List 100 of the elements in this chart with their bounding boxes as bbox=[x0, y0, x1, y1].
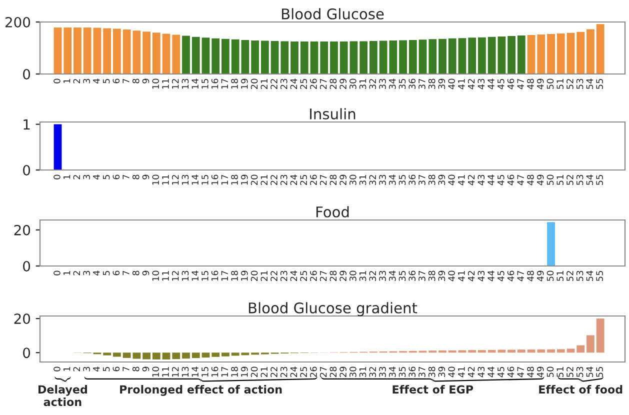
bar bbox=[438, 38, 446, 74]
x-tick-label: 27 bbox=[320, 78, 327, 89]
x-tick-label: 43 bbox=[478, 174, 485, 186]
x-tick-label: 47 bbox=[517, 78, 524, 90]
bar bbox=[586, 29, 594, 74]
x-tick-label: 1 bbox=[64, 367, 70, 371]
x-tick-label: 24 bbox=[290, 78, 298, 89]
x-tick-label: 17 bbox=[221, 174, 228, 185]
bar bbox=[192, 36, 200, 74]
x-tick-label: 35 bbox=[398, 366, 406, 377]
x-tick-label: 31 bbox=[359, 367, 366, 377]
bar bbox=[566, 348, 575, 353]
bar bbox=[330, 42, 338, 74]
x-tick-label: 23 bbox=[280, 270, 288, 281]
x-tick-label: 14 bbox=[192, 270, 198, 281]
x-tick-label: 10 bbox=[152, 174, 160, 185]
x-tick-label: 41 bbox=[458, 175, 465, 186]
x-tick-label: 10 bbox=[152, 78, 160, 89]
y-tick-label: 1 bbox=[24, 119, 30, 130]
x-tick-label: 49 bbox=[536, 174, 544, 186]
bar bbox=[280, 41, 289, 74]
bar bbox=[172, 352, 180, 360]
x-tick-label: 29 bbox=[340, 366, 346, 377]
text: Effect of food bbox=[539, 385, 622, 394]
x-tick-label: 4 bbox=[93, 174, 100, 180]
x-tick-label: 24 bbox=[290, 366, 298, 377]
bar bbox=[596, 24, 604, 74]
x-tick-label: 15 bbox=[202, 78, 208, 89]
x-tick-label: 11 bbox=[162, 175, 169, 185]
bar bbox=[300, 42, 308, 74]
bar bbox=[103, 352, 112, 356]
x-tick-label: 45 bbox=[498, 366, 504, 378]
bar bbox=[478, 350, 486, 353]
x-tick-label: 37 bbox=[418, 366, 426, 377]
x-tick-label: 25 bbox=[300, 78, 308, 89]
x-tick-label: 51 bbox=[556, 175, 564, 185]
bar bbox=[182, 352, 190, 359]
bar bbox=[468, 38, 476, 74]
bar bbox=[360, 41, 368, 74]
bar bbox=[74, 27, 82, 74]
x-tick-label: 35 bbox=[398, 174, 406, 185]
x-tick-label: 42 bbox=[468, 367, 475, 378]
x-tick-label: 44 bbox=[488, 270, 494, 282]
x-tick-label: 13 bbox=[182, 174, 189, 185]
bar bbox=[418, 40, 427, 74]
x-tick-label: 47 bbox=[517, 366, 524, 378]
x-tick-label: 41 bbox=[458, 271, 465, 282]
x-tick-label: 22 bbox=[270, 175, 278, 185]
x-tick-label: 52 bbox=[566, 79, 574, 89]
bar bbox=[428, 39, 437, 74]
x-tick-label: 21 bbox=[260, 79, 268, 89]
x-tick-label: 50 bbox=[546, 174, 554, 185]
bar bbox=[517, 36, 526, 74]
x-tick-label: 28 bbox=[330, 174, 337, 185]
x-tick-label: 32 bbox=[369, 175, 376, 185]
bar bbox=[320, 42, 328, 74]
x-tick-label: 44 bbox=[488, 78, 494, 90]
text: Prolonged effect of action bbox=[120, 385, 282, 396]
x-tick-label: 50 bbox=[546, 78, 554, 89]
bar bbox=[596, 318, 604, 353]
x-tick-label: 39 bbox=[438, 270, 446, 281]
x-tick-label: 46 bbox=[507, 366, 514, 378]
x-tick-label: 18 bbox=[231, 270, 238, 281]
x-tick-label: 9 bbox=[142, 270, 150, 276]
x-tick-label: 1 bbox=[64, 79, 70, 83]
x-tick-label: 7 bbox=[122, 366, 130, 372]
bar bbox=[576, 32, 585, 74]
bar bbox=[408, 40, 417, 74]
x-tick-label: 52 bbox=[566, 271, 574, 281]
bar bbox=[222, 38, 230, 74]
bar bbox=[586, 335, 594, 353]
x-tick-label: 28 bbox=[330, 270, 337, 281]
bar bbox=[527, 350, 536, 353]
x-tick-label: 13 bbox=[182, 270, 189, 281]
x-tick-label: 8 bbox=[132, 78, 140, 84]
x-tick-label: 3 bbox=[83, 78, 90, 84]
x-tick-label: 3 bbox=[83, 270, 90, 276]
x-tick-label: 29 bbox=[340, 174, 346, 185]
x-tick-label: 54 bbox=[586, 78, 594, 89]
x-tick-label: 48 bbox=[527, 78, 534, 90]
x-tick-label: 40 bbox=[448, 270, 455, 282]
x-tick-label: 17 bbox=[221, 270, 228, 281]
x-tick-label: 18 bbox=[231, 78, 238, 89]
bar bbox=[113, 28, 121, 74]
bar bbox=[508, 350, 516, 353]
x-tick-label: 40 bbox=[448, 174, 455, 186]
x-tick-label: 3 bbox=[83, 174, 90, 180]
bar bbox=[222, 352, 230, 356]
x-tick-label: 25 bbox=[300, 174, 308, 185]
x-tick-label: 18 bbox=[231, 366, 238, 377]
x-tick-label: 33 bbox=[379, 366, 386, 377]
x-tick-label: 42 bbox=[468, 175, 475, 186]
x-tick-label: 24 bbox=[290, 270, 298, 281]
bar bbox=[576, 345, 585, 353]
x-tick-label: 21 bbox=[260, 271, 268, 281]
bar bbox=[162, 34, 170, 74]
x-tick-label: 6 bbox=[112, 174, 120, 180]
x-tick-label: 36 bbox=[408, 270, 416, 281]
y-tick-label: 20 bbox=[14, 224, 30, 236]
x-tick-label: 20 bbox=[250, 270, 258, 281]
